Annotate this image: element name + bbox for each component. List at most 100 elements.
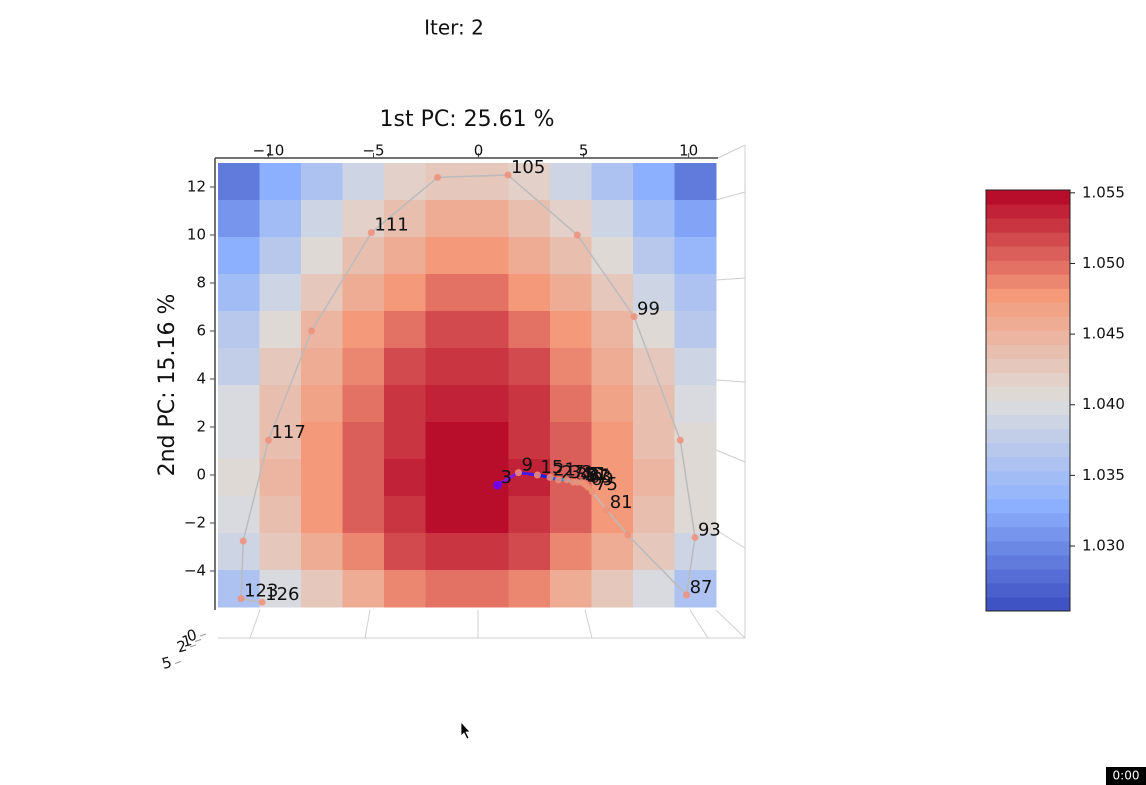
point-label: 69 [591, 469, 614, 490]
colorbar-band [986, 554, 1070, 570]
heatmap-cell [259, 496, 302, 534]
heatmap-cell [674, 163, 717, 201]
trajectory-point [258, 598, 266, 606]
trajectory-point [367, 229, 375, 237]
heatmap-cell [218, 200, 260, 238]
trajectory-point [683, 591, 691, 599]
heatmap-cell [633, 163, 675, 201]
heatmap-cell [591, 533, 634, 571]
heatmap-cell [633, 237, 675, 275]
trajectory-line [240, 174, 696, 603]
y-tick-label: −2 [184, 514, 206, 532]
heatmap-cell [218, 311, 260, 349]
colorbar-band [986, 428, 1070, 444]
heatmap-cell [384, 200, 426, 238]
heatmap-cell [550, 311, 592, 349]
point-label: 117 [271, 422, 305, 443]
heatmap-cell [591, 311, 634, 349]
trajectory-point [624, 531, 632, 539]
heatmap-cell [301, 311, 343, 349]
heatmap-cell [342, 274, 385, 312]
colorbar-band [986, 414, 1070, 430]
z-tick [199, 633, 207, 637]
heatmap-cell [218, 274, 260, 312]
heatmap-cell [508, 237, 551, 275]
heatmap-cell [633, 533, 675, 571]
colorbar-frame [985, 189, 1071, 612]
trajectory-point [691, 533, 699, 541]
colorbar-band [986, 372, 1070, 387]
heatmap-cell [550, 422, 592, 460]
point-label: 111 [374, 215, 408, 236]
heatmap-cell [467, 311, 509, 349]
heatmap-cell [467, 348, 509, 386]
heatmap-cell [342, 459, 385, 497]
heatmap-cell [259, 311, 302, 349]
z-tick-label: 5 [160, 653, 174, 673]
heatmap-cell [342, 385, 385, 423]
heatmap-cell [550, 570, 592, 608]
heatmap-cell [384, 459, 426, 497]
colorbar-tick-label: 1.030 [1082, 537, 1125, 555]
point-label: 87 [690, 577, 713, 598]
heatmap-cell [342, 200, 385, 238]
heatmap-cell [384, 533, 426, 571]
suptitle: Iter: 2 [424, 16, 484, 40]
heatmap-cell [301, 348, 343, 386]
point-label: 21 [553, 459, 576, 480]
heatmap-cell [384, 311, 426, 349]
heatmap-cell [674, 459, 717, 497]
heatmap-cell [674, 237, 717, 275]
heatmap-cell [467, 163, 509, 201]
heatmap-cell [674, 274, 717, 312]
heatmap-cell [218, 533, 260, 571]
colorbar-band [986, 274, 1070, 289]
colorbar-tick-label: 1.045 [1082, 325, 1125, 343]
pane-frame [218, 144, 746, 639]
point-label: 93 [698, 519, 721, 540]
heatmap-cell [425, 533, 468, 571]
colorbar-band [986, 484, 1070, 500]
heatmap-cell [467, 274, 509, 312]
heatmap-cell [384, 237, 426, 275]
heatmap-cell [674, 496, 717, 534]
heatmap-cell [259, 348, 302, 386]
point-label: 123 [244, 581, 278, 602]
heatmap-cell [591, 459, 634, 497]
colorbar-band [986, 218, 1070, 233]
colorbar-band [986, 260, 1070, 275]
heatmap-cell [425, 274, 468, 312]
point-label: 75 [595, 474, 618, 495]
colorbar-band [986, 568, 1070, 584]
cursor [460, 720, 471, 740]
colorbar-tick-label: 1.055 [1082, 183, 1125, 201]
heatmap-cell [384, 570, 426, 608]
heatmap-cell [259, 200, 302, 238]
heatmap-cell [591, 163, 634, 201]
y-tick-label: 12 [187, 178, 206, 196]
heatmap-cell [384, 348, 426, 386]
trajectory-point [434, 173, 442, 181]
trajectory-point [563, 476, 571, 484]
heatmap-cell [425, 459, 468, 497]
heatmap-cell [218, 163, 260, 201]
heatmap-cell [508, 348, 551, 386]
trajectory-point [546, 473, 554, 481]
heatmap-cell [218, 348, 260, 386]
heatmap-cell [591, 200, 634, 238]
heatmap-cell [301, 200, 343, 238]
x-tick-label: 0 [474, 142, 484, 160]
z-tick-label: 1 [180, 631, 194, 651]
y-tick-label: −4 [184, 562, 206, 580]
heatmap-cell [674, 311, 717, 349]
y-tick-label: 10 [187, 226, 206, 244]
point-label: 57 [587, 465, 610, 486]
trajectory-point [554, 476, 562, 484]
colorbar-band [986, 540, 1070, 556]
heatmap-cell [467, 570, 509, 608]
heatmap-cell [550, 348, 592, 386]
trajectory-point [630, 313, 638, 321]
heatmap-cell [218, 459, 260, 497]
heatmap-cell [467, 200, 509, 238]
